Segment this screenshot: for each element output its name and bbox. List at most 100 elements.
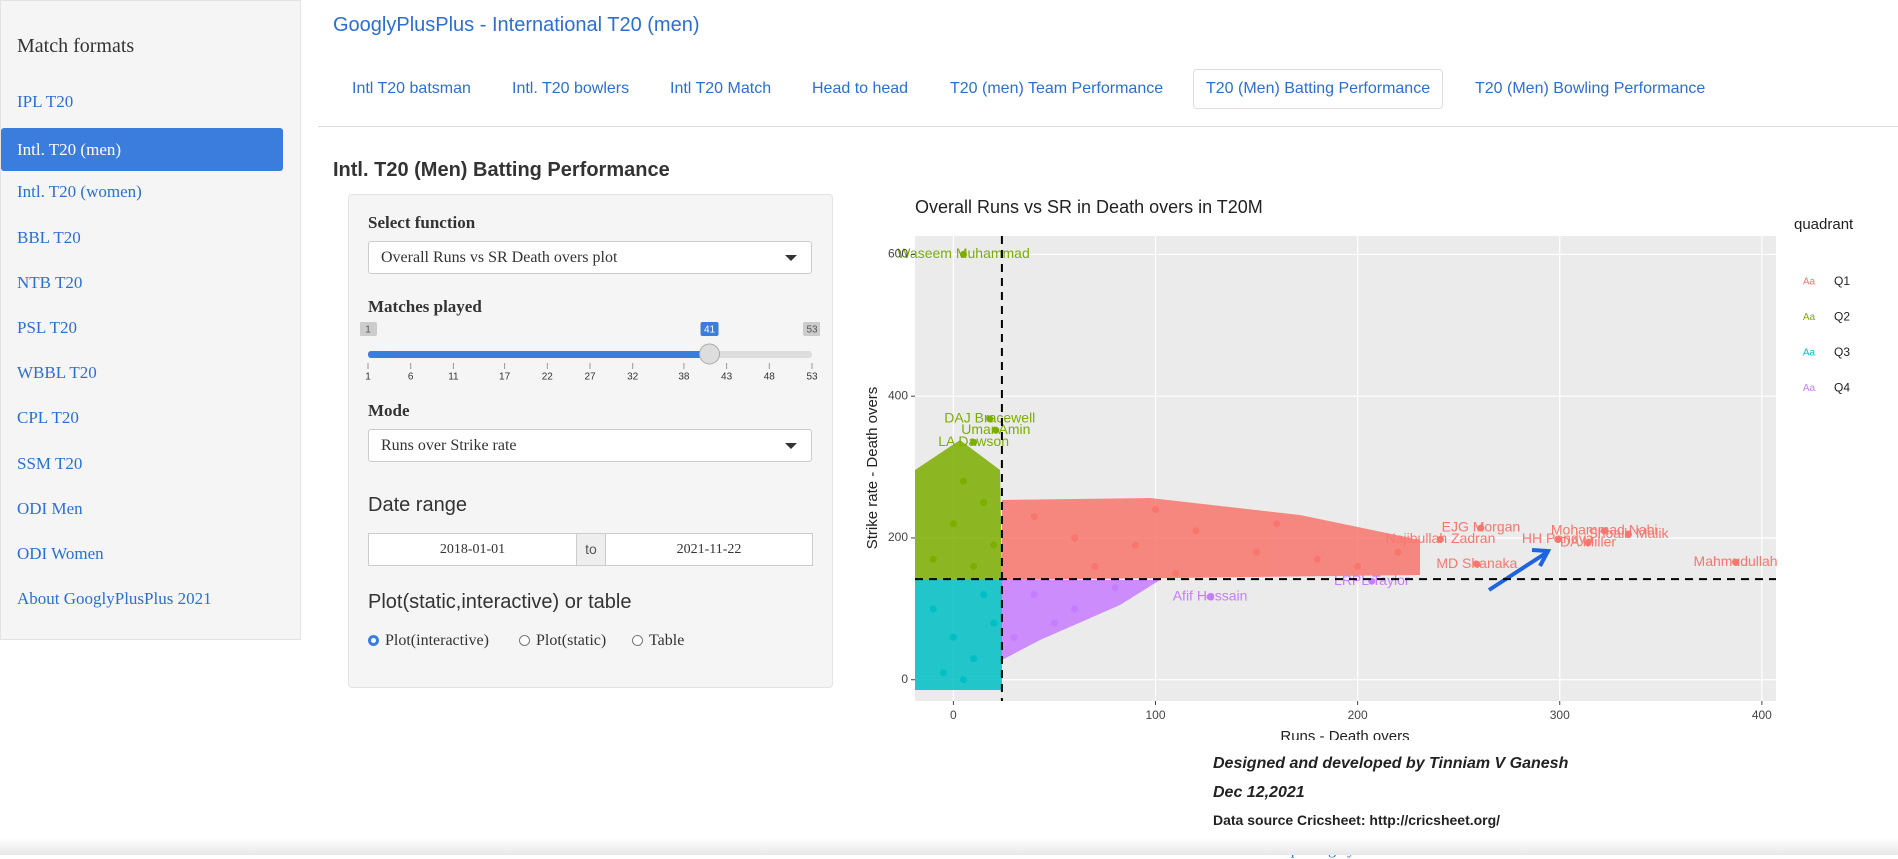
- point-label: DA Miller: [1560, 534, 1616, 550]
- slider-badge-label: 53: [806, 325, 818, 336]
- date-input[interactable]: 2018-01-01: [368, 533, 577, 566]
- sidebar-item[interactable]: Intl. T20 (women): [17, 182, 142, 202]
- point-label: LA Dawson: [938, 433, 1009, 449]
- tab-bar: Intl T20 batsman Intl. T20 bowlers Intl T2…: [0, 0, 1898, 128]
- sidebar-item[interactable]: WBBL T20: [17, 363, 97, 383]
- sidebar-item[interactable]: BBL T20: [17, 227, 81, 247]
- sidebar-item[interactable]: ODI Women: [17, 544, 104, 563]
- radio-label: Table: [649, 632, 685, 649]
- date-input[interactable]: 2021-11-22: [605, 533, 813, 566]
- y-tick-label: 600: [888, 247, 908, 261]
- slider-tick-label: 17: [499, 372, 511, 383]
- label: Select function: [368, 213, 476, 232]
- point: [1354, 562, 1362, 570]
- point: [1172, 569, 1180, 577]
- tab[interactable]: Intl T20 Match: [670, 80, 772, 97]
- label: Matches played: [368, 297, 482, 316]
- point: [1050, 619, 1058, 627]
- slider-tick-label: 53: [806, 372, 818, 383]
- sidebar-item[interactable]: CPL T20: [17, 408, 79, 428]
- radio-label: Plot(interactive): [385, 632, 489, 649]
- point-label: MD Shanaka: [1436, 555, 1517, 571]
- slider[interactable]: 1 53 41 1 6 11 17 22 27 32 38 43 48 53: [360, 320, 820, 390]
- point: [960, 676, 968, 684]
- point-label: HH Pandya: [1522, 530, 1594, 546]
- slider-fill: [368, 351, 710, 358]
- point: [970, 562, 978, 570]
- point: [1152, 506, 1160, 514]
- tab[interactable]: T20 (Men) Bowling Performance: [1475, 80, 1706, 97]
- point: [1436, 535, 1444, 543]
- point: [1624, 530, 1632, 538]
- date-separator: to: [576, 533, 606, 566]
- tab[interactable]: Intl T20 batsman: [352, 80, 471, 97]
- legend-label: Q4: [1834, 381, 1850, 395]
- sidebar-item[interactable]: ODI Men: [17, 498, 83, 518]
- section-title: Intl. T20 (Men) Batting Performance: [333, 159, 670, 181]
- x-tick-label: 0: [950, 708, 957, 722]
- legend-title: quadrant: [1794, 216, 1854, 233]
- point-label: Shoaib Malik: [1588, 525, 1669, 541]
- point: [990, 541, 998, 549]
- point: [1071, 605, 1079, 613]
- sidebar-item[interactable]: Intl. T20 (men): [1, 128, 283, 171]
- point-label: EJG Morgan: [1442, 519, 1521, 535]
- sidebar-item[interactable]: NTB T20: [17, 272, 83, 292]
- slider-tick-label: 48: [764, 372, 776, 383]
- point-label: Mahmudullah: [1694, 553, 1778, 569]
- point: [1600, 527, 1608, 535]
- tab[interactable]: T20 (Men) Batting Performance: [1193, 69, 1444, 109]
- label: Mode: [368, 401, 410, 420]
- radio-option[interactable]: Plot(static): [519, 632, 606, 650]
- radio-button: [519, 635, 530, 646]
- legend-label: Q2: [1834, 310, 1850, 324]
- slider-badge-label: 1: [365, 325, 371, 336]
- point: [939, 669, 947, 677]
- source: Data source Cricsheet: http://cricsheet.…: [1213, 812, 1501, 828]
- sidebar-item[interactable]: SSM T20: [17, 453, 83, 473]
- radio-option[interactable]: Table: [632, 632, 684, 650]
- select[interactable]: Runs over Strike rate: [368, 429, 812, 462]
- cloud: [1002, 580, 1160, 660]
- sidebar-item[interactable]: About GooglyPlusPlus 2021: [17, 589, 212, 609]
- y-tick-label: 400: [888, 388, 908, 402]
- point: [960, 477, 968, 485]
- legend-symbol: Aa: [1803, 312, 1816, 323]
- point: [1313, 555, 1321, 563]
- point: [960, 250, 968, 258]
- y-tick-label: 0: [901, 672, 908, 686]
- radio-option[interactable]: Plot(interactive): [368, 632, 489, 650]
- tab[interactable]: T20 (men) Team Performance: [950, 80, 1164, 97]
- point-label: Umar Amin: [961, 421, 1030, 437]
- slider-badge: [360, 322, 377, 336]
- tab[interactable]: Head to head: [812, 80, 909, 97]
- credit: Designed and developed by Tinniam V Gane…: [1213, 755, 1569, 772]
- point: [1192, 527, 1200, 535]
- point: [1010, 633, 1018, 641]
- bottom-shadow: [0, 838, 1898, 855]
- label-cloud: [915, 440, 1420, 690]
- point: [1111, 584, 1119, 592]
- x-tick-label: 300: [1550, 708, 1570, 722]
- tab[interactable]: Intl. T20 bowlers: [512, 80, 630, 97]
- point: [980, 591, 988, 599]
- select[interactable]: Overall Runs vs SR Death overs plot: [368, 241, 812, 274]
- tab-divider: [318, 126, 1898, 127]
- slider-badge: [803, 322, 820, 336]
- point-label: LRPL Taylor: [1334, 572, 1410, 588]
- point: [992, 426, 1000, 434]
- sidebar-item[interactable]: PSL T20: [17, 318, 77, 337]
- slider-tick-label: 1: [365, 372, 371, 383]
- sidebar-item[interactable]: IPL T20: [17, 92, 74, 111]
- point: [1091, 562, 1099, 570]
- point: [1394, 548, 1402, 556]
- point: [949, 520, 957, 528]
- point-label: Najibullah Zadran: [1386, 530, 1496, 546]
- slider-badge-label: 41: [704, 325, 716, 336]
- point: [1131, 541, 1139, 549]
- cloud: [915, 440, 1002, 580]
- x-axis-label: Runs - Death overs: [1280, 728, 1409, 740]
- slider-handle: [699, 343, 721, 365]
